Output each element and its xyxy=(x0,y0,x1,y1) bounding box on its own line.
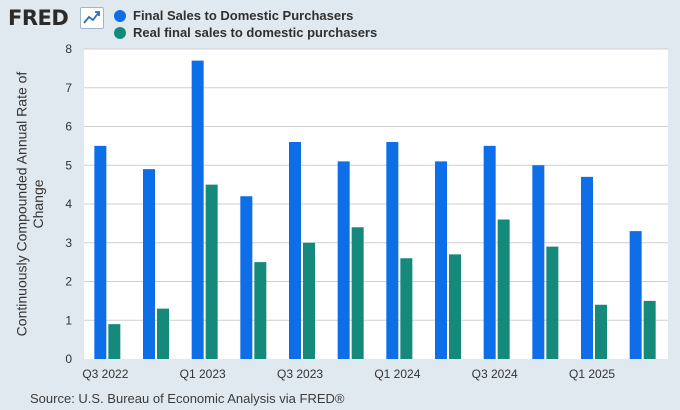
x-tick-label: Q3 2024 xyxy=(472,367,518,381)
bar-nominal-q4-2024[interactable]: Final Sales to Domestic Purchasers — Q4 … xyxy=(532,165,545,359)
bar-real-q1-2024[interactable]: Real final sales to domestic purchasers … xyxy=(400,258,413,359)
bar-real-q1-2025[interactable]: Real final sales to domestic purchasers … xyxy=(595,304,607,359)
legend-label-nominal: Final Sales to Domestic Purchasers xyxy=(133,8,354,23)
y-tick-label: 0 xyxy=(65,352,72,366)
x-tick-label: Q1 2025 xyxy=(569,367,615,381)
y-tick-label: 4 xyxy=(65,197,72,211)
bar-nominal-q2-2023[interactable]: Final Sales to Domestic Purchasers — Q2 … xyxy=(240,196,253,359)
bar-nominal-q1-2023[interactable]: Final Sales to Domestic Purchasers — Q1 … xyxy=(191,60,204,359)
legend-swatch-real xyxy=(114,27,126,39)
bar-real-q2-2024[interactable]: Real final sales to domestic purchasers … xyxy=(449,254,461,359)
bar-nominal-q1-2025[interactable]: Final Sales to Domestic Purchasers — Q1 … xyxy=(581,176,593,359)
x-tick-label: Q3 2022 xyxy=(82,367,128,381)
source-note: Source: U.S. Bureau of Economic Analysis… xyxy=(30,391,345,406)
y-tick-label: 3 xyxy=(65,236,72,250)
legend-swatch-nominal xyxy=(114,10,126,22)
bar-nominal-q2-2024[interactable]: Final Sales to Domestic Purchasers — Q2 … xyxy=(435,161,447,359)
bar-real-q3-2023[interactable]: Real final sales to domestic purchasers … xyxy=(303,242,315,359)
y-tick-label: 8 xyxy=(65,42,72,56)
bar-nominal-q3-2022[interactable]: Final Sales to Domestic Purchasers — Q3 … xyxy=(94,145,107,359)
trend-line-icon xyxy=(80,7,104,29)
x-tick-label: Q1 2024 xyxy=(374,367,420,381)
bar-real-q3-2024[interactable]: Real final sales to domestic purchasers … xyxy=(497,219,510,360)
bar-nominal-q4-2022[interactable]: Final Sales to Domestic Purchasers — Q4 … xyxy=(143,169,155,359)
x-tick-label: Q3 2023 xyxy=(277,367,323,381)
bar-nominal-q2-2025[interactable]: Final Sales to Domestic Purchasers — Q2 … xyxy=(629,231,642,359)
bar-nominal-q3-2023[interactable]: Final Sales to Domestic Purchasers — Q3 … xyxy=(289,142,301,359)
chart-header: FRED Final Sales to Domestic Purchasers … xyxy=(0,0,680,44)
bar-real-q2-2025[interactable]: Real final sales to domestic purchasers … xyxy=(643,300,656,359)
y-tick-label: 7 xyxy=(65,81,72,95)
bar-nominal-q3-2024[interactable]: Final Sales to Domestic Purchasers — Q3 … xyxy=(483,145,496,359)
bar-real-q3-2022[interactable]: Real final sales to domestic purchasers … xyxy=(108,324,121,359)
y-axis-title: Continuously Compounded Annual Rate ofCh… xyxy=(14,72,46,337)
y-tick-label: 5 xyxy=(65,158,72,172)
y-tick-label: 2 xyxy=(65,275,72,289)
bar-real-q4-2024[interactable]: Real final sales to domestic purchasers … xyxy=(546,246,559,359)
legend-label-real: Real final sales to domestic purchasers xyxy=(133,25,378,40)
x-tick-label: Q1 2023 xyxy=(180,367,226,381)
bar-real-q4-2022[interactable]: Real final sales to domestic purchasers … xyxy=(157,308,169,359)
bar-real-q1-2023[interactable]: Real final sales to domestic purchasers … xyxy=(205,184,218,359)
bar-real-q4-2023[interactable]: Real final sales to domestic purchasers … xyxy=(351,227,364,359)
bar-real-q2-2023[interactable]: Real final sales to domestic purchasers … xyxy=(254,262,267,359)
y-tick-label: 6 xyxy=(65,120,72,134)
fred-logo[interactable]: FRED xyxy=(8,6,69,30)
y-tick-label: 1 xyxy=(65,313,72,327)
bar-chart: 0 1 2 3 4 5 6 7 8 Continuously Compounded Annual … xyxy=(14,42,668,381)
bar-nominal-q4-2023[interactable]: Final Sales to Domestic Purchasers — Q4 … xyxy=(337,161,350,359)
bar-nominal-q1-2024[interactable]: Final Sales to Domestic Purchasers — Q1 … xyxy=(386,142,399,359)
